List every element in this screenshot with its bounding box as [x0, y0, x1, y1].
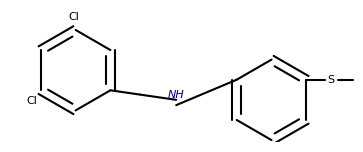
Text: S: S [328, 75, 335, 85]
Text: Cl: Cl [27, 96, 38, 106]
Text: Cl: Cl [68, 12, 79, 22]
Text: NH: NH [168, 90, 184, 100]
